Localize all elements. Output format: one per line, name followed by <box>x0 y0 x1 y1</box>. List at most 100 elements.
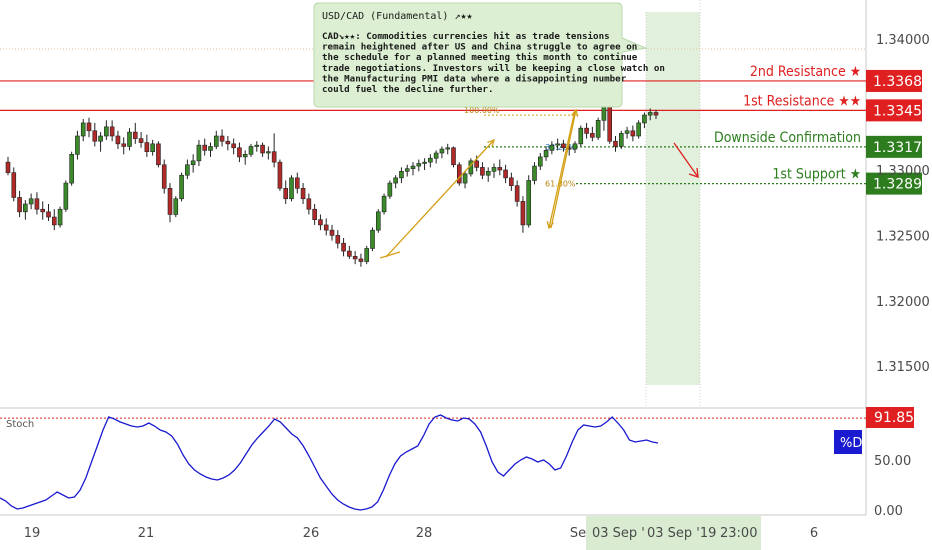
candle <box>491 163 497 178</box>
candle <box>358 253 364 267</box>
candle <box>520 196 526 233</box>
candle <box>636 120 641 139</box>
candle <box>404 164 410 177</box>
note-line: could fuel the decline further. <box>322 84 493 95</box>
candle <box>63 180 69 212</box>
level-price: 1.32896 <box>873 177 931 193</box>
note-bubble <box>313 2 648 108</box>
candle <box>23 200 28 220</box>
candle <box>370 227 375 252</box>
candle <box>138 132 144 148</box>
price-axis[interactable]: 1.34000 1.33000 1.32500 1.32000 1.31500 <box>876 33 930 375</box>
time-selection: 03 Sep ' 03 Sep '19 23:00 <box>586 516 761 550</box>
level-label: 1st Support ★ <box>772 167 861 183</box>
fundamental-note: USD/CAD (Fundamental) ↗★★ CAD↘★★: Commod… <box>313 2 665 108</box>
note-line: the schedule for a planned meeting this … <box>322 52 638 63</box>
indicator-tick-label: 0.00 <box>874 504 903 519</box>
y-tick-label: 1.32500 <box>876 229 930 244</box>
candle <box>428 154 433 168</box>
candle <box>185 159 190 180</box>
time-selection-time: 23:00 <box>720 526 757 541</box>
candle <box>57 206 63 228</box>
candle <box>341 238 346 257</box>
level-labels: 2nd Resistance ★ 1.33681 1st Resistance ★★… <box>714 64 931 195</box>
series-legend-pd: %D <box>834 430 862 454</box>
candle <box>532 162 537 185</box>
level-price-box: 1.33177 <box>866 135 931 158</box>
candle <box>231 138 236 155</box>
candle <box>422 158 427 170</box>
candle <box>260 142 265 157</box>
level-price: 1.33177 <box>873 140 931 156</box>
candle <box>86 117 92 138</box>
candle <box>51 209 57 231</box>
note-line: the Manufacturing PMI data where a disap… <box>322 73 627 84</box>
candle <box>242 150 248 165</box>
candle <box>306 193 312 215</box>
y-tick-label: 1.34000 <box>876 33 930 48</box>
x-tick-label: 28 <box>416 526 433 541</box>
candle <box>537 153 543 170</box>
candle <box>410 162 416 176</box>
candle <box>462 171 468 189</box>
candle <box>445 143 451 155</box>
candle <box>497 159 503 176</box>
level-price: 1.33681 <box>873 74 931 90</box>
note-title: USD/CAD (Fundamental) ↗★★ <box>322 11 473 22</box>
candle <box>618 130 624 150</box>
candle <box>549 141 555 155</box>
note-line: trade negotiations. Investors will be ke… <box>322 63 665 74</box>
candle <box>439 146 445 159</box>
candle <box>144 134 150 157</box>
level-label: Downside Confirmation <box>714 130 861 146</box>
candle <box>289 175 294 202</box>
candle <box>613 136 618 152</box>
candle <box>266 146 271 160</box>
candle <box>271 133 277 168</box>
candle <box>572 141 578 153</box>
candle <box>561 139 566 152</box>
candle <box>347 245 352 259</box>
fib-label: 38.20% <box>545 143 576 152</box>
candle <box>104 120 109 140</box>
candle <box>161 159 167 194</box>
candle <box>219 129 225 147</box>
candle <box>132 122 138 144</box>
time-axis[interactable]: 19 21 26 28 Se 6 <box>24 526 818 541</box>
indicator-tick-label: 50.00 <box>874 454 911 469</box>
level-price-box: 1.32896 <box>866 172 931 195</box>
candle <box>590 126 595 142</box>
candle <box>202 138 208 156</box>
candle <box>318 214 323 231</box>
candle <box>312 204 317 225</box>
candle <box>555 138 560 151</box>
candle <box>225 136 231 151</box>
candle <box>208 142 213 157</box>
level-label: 2nd Resistance ★ <box>750 64 861 80</box>
candle <box>630 125 636 142</box>
candle <box>485 167 491 182</box>
time-selection-start: 03 Sep ' <box>592 526 645 541</box>
level-price-box: 1.33456 <box>866 99 931 122</box>
candle <box>98 132 103 152</box>
candle <box>156 141 161 168</box>
candle <box>40 201 46 220</box>
level-price-box: 1.33681 <box>866 69 931 92</box>
level-label: 1st Resistance ★★ <box>743 93 861 109</box>
x-tick-label: Se <box>570 526 586 541</box>
y-tick-label: 1.31500 <box>876 360 930 375</box>
x-tick-label: 6 <box>810 526 818 541</box>
candle <box>109 120 115 142</box>
candle <box>480 162 485 180</box>
candles <box>5 96 659 267</box>
candle <box>329 224 335 241</box>
candle <box>607 104 613 144</box>
stoch-value: 91.85 <box>874 410 914 426</box>
candle <box>277 159 283 191</box>
candle <box>213 130 219 150</box>
candle <box>150 139 155 156</box>
candle <box>323 218 329 236</box>
candle <box>28 193 34 210</box>
fib-label: 100.00% <box>464 106 500 115</box>
